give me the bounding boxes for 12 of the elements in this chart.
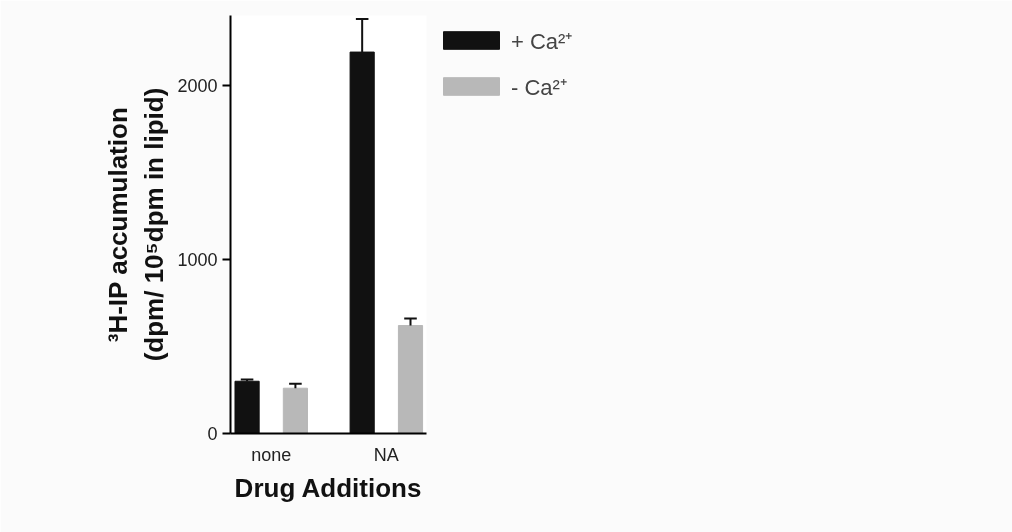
legend-label: - Ca²⁺ — [511, 74, 567, 101]
legend-label: + Ca²⁺ — [511, 28, 573, 55]
bar — [282, 387, 308, 434]
x-axis-title: Drug Additions — [234, 472, 422, 503]
y-axis-title: ³H-IP accumulation (dpm/ 10⁵dpm in lipid) — [103, 87, 170, 362]
bar — [234, 380, 260, 434]
x-tick-label: none — [251, 444, 292, 465]
x-tick-label: NA — [373, 444, 399, 465]
y-tick-label: 2000 — [177, 75, 218, 96]
y-tick-label: 0 — [207, 424, 218, 444]
y-tick-label: 1000 — [177, 249, 218, 270]
bar — [397, 325, 424, 434]
